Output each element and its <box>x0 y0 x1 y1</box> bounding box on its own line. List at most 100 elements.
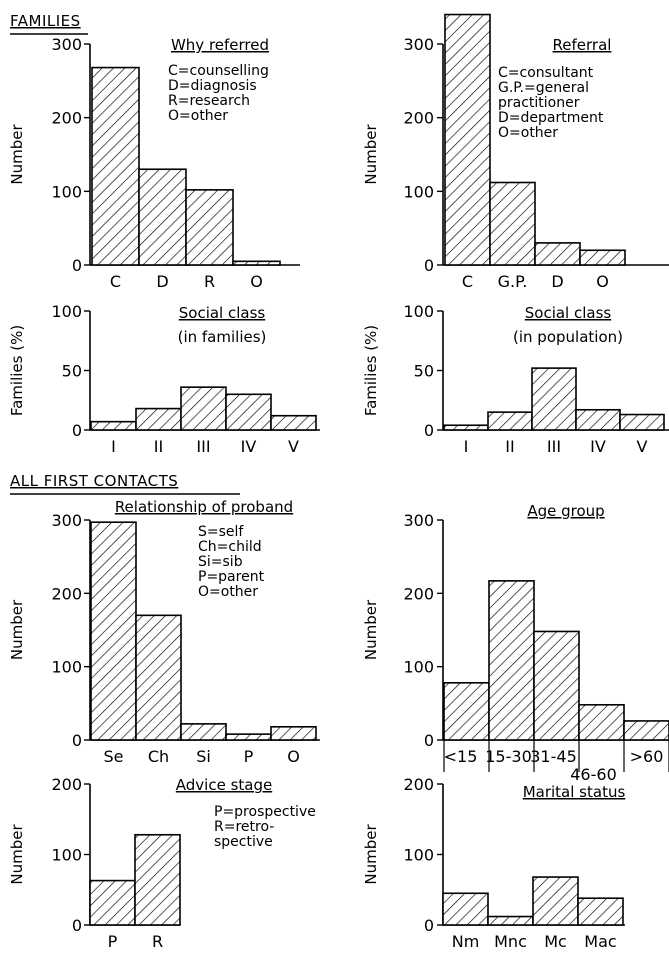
chart-why-referred: Why referred 0 100 200 300 Number C D R O C=counse… <box>8 35 300 291</box>
x-tick-label: G.P. <box>498 272 528 291</box>
bar-ii <box>487 411 533 431</box>
y-tick-label: 300 <box>51 35 82 54</box>
chart-referral: Referral 0 100 200 300 Number C G.P. D O C=consult… <box>362 13 669 291</box>
y-tick-label: 100 <box>403 658 434 677</box>
legend-entry: C=counselling <box>168 63 269 79</box>
x-tick-label: IV <box>241 437 257 456</box>
chart-relationship-of-proband: Relationship of proband 0 100 200 300 Number S… <box>8 498 320 766</box>
legend-entry: Si=sib <box>198 554 243 570</box>
legend-entry: practitioner <box>498 95 580 111</box>
y-tick-label: 0 <box>424 916 434 935</box>
bar-o <box>270 725 317 741</box>
x-tick-label: <15 <box>444 747 478 766</box>
bar-i <box>90 420 137 431</box>
x-tick-label: D <box>156 272 168 291</box>
y-axis-label: Number <box>362 824 380 885</box>
bar-ch <box>135 614 182 741</box>
legend-entry: P=parent <box>198 569 265 585</box>
y-tick-label: 200 <box>51 109 82 128</box>
x-tick-label: 31-45 <box>530 747 577 766</box>
legend-entry: R=retro- <box>214 819 274 835</box>
bar-c <box>91 66 140 266</box>
bar-o <box>232 260 281 266</box>
bar-p <box>225 733 272 741</box>
y-axis-label: Number <box>362 124 380 185</box>
x-tick-label: O <box>287 747 300 766</box>
x-tick-label: P <box>108 932 118 951</box>
chart-social-class-population: Social class (in population) 0 50 100 Familie… <box>362 302 669 456</box>
y-tick-label: 100 <box>51 302 82 321</box>
x-tick-label: 15-30 <box>485 747 532 766</box>
y-tick-label: 200 <box>403 584 434 603</box>
x-tick-label: R <box>204 272 215 291</box>
legend-entry: spective <box>214 834 273 850</box>
y-tick-label: 200 <box>403 109 434 128</box>
x-tick-label: R <box>152 932 163 951</box>
y-tick-label: 0 <box>424 256 434 275</box>
bar-v <box>270 414 317 431</box>
y-tick-label: 50 <box>414 362 434 381</box>
legend-entry: D=department <box>498 110 604 126</box>
chart-title: Relationship of proband <box>115 498 293 516</box>
y-tick-label: 200 <box>51 584 82 603</box>
y-tick-label: 50 <box>62 362 82 381</box>
y-tick-label: 300 <box>403 511 434 530</box>
y-tick-label: 100 <box>51 182 82 201</box>
x-tick-label: II <box>154 437 163 456</box>
chart-title: Social class <box>179 304 266 322</box>
chart-title: Advice stage <box>176 776 272 794</box>
x-tick-label: V <box>637 437 648 456</box>
bar-gp <box>489 181 536 266</box>
bar-ii <box>135 407 182 431</box>
x-tick-label: 46-60 <box>570 765 617 784</box>
y-axis-label: Number <box>362 599 380 660</box>
chart-title: Referral <box>553 36 612 54</box>
y-tick-label: 0 <box>72 731 82 750</box>
y-tick-label: 200 <box>403 775 434 794</box>
x-tick-label: Mnc <box>494 932 527 951</box>
legend-entry: Ch=child <box>198 539 262 555</box>
x-tick-label: Ch <box>148 747 169 766</box>
bar-o <box>579 249 626 266</box>
x-tick-label: P <box>244 747 254 766</box>
y-tick-label: 0 <box>424 731 434 750</box>
x-tick-label: Nm <box>452 932 480 951</box>
chart-marital-status: Marital status 0 100 200 Number Nm Mnc Mc Mac <box>362 775 625 951</box>
bar-iii <box>531 367 577 431</box>
bar-mac <box>577 897 624 926</box>
section-label-all-first-contacts: ALL FIRST CONTACTS <box>10 472 178 490</box>
section-label-families: FAMILIES <box>10 12 81 30</box>
x-tick-label: I <box>464 437 469 456</box>
legend-entry: O=other <box>498 125 558 141</box>
y-tick-label: 100 <box>51 658 82 677</box>
bar-p <box>89 879 136 926</box>
x-tick-label: O <box>250 272 263 291</box>
y-tick-label: 0 <box>72 916 82 935</box>
legend-entry: C=consultant <box>498 65 594 81</box>
x-tick-label: III <box>196 437 210 456</box>
y-tick-label: 300 <box>51 511 82 530</box>
y-tick-label: 0 <box>72 256 82 275</box>
x-tick-label: Se <box>104 747 124 766</box>
y-tick-label: 200 <box>51 775 82 794</box>
y-tick-label: 0 <box>72 421 82 440</box>
bar-se <box>90 521 137 741</box>
legend-entry: O=other <box>168 108 228 124</box>
bar-iii <box>180 386 227 431</box>
legend-entry: O=other <box>198 584 258 600</box>
chart-age-group: Age group 0 100 200 300 Number <15 15-3031-4546… <box>362 502 669 784</box>
chart-title: Marital status <box>523 783 626 801</box>
x-tick-label: II <box>505 437 514 456</box>
bar-60 <box>623 720 669 741</box>
chart-subtitle: (in population) <box>513 328 623 346</box>
chart-advice-stage: Advice stage 0 100 200 Number P R P=prospective… <box>8 775 316 951</box>
chart-social-class-families: Social class (in families) 0 50 100 Families … <box>8 302 320 456</box>
y-tick-label: 300 <box>403 35 434 54</box>
bar-c <box>444 13 491 266</box>
bar-1530 <box>488 580 535 741</box>
x-tick-label: D <box>551 272 563 291</box>
chart-title: Age group <box>527 502 604 520</box>
legend-entry: G.P.=general <box>498 80 589 96</box>
legend-entry: R=research <box>168 93 250 109</box>
